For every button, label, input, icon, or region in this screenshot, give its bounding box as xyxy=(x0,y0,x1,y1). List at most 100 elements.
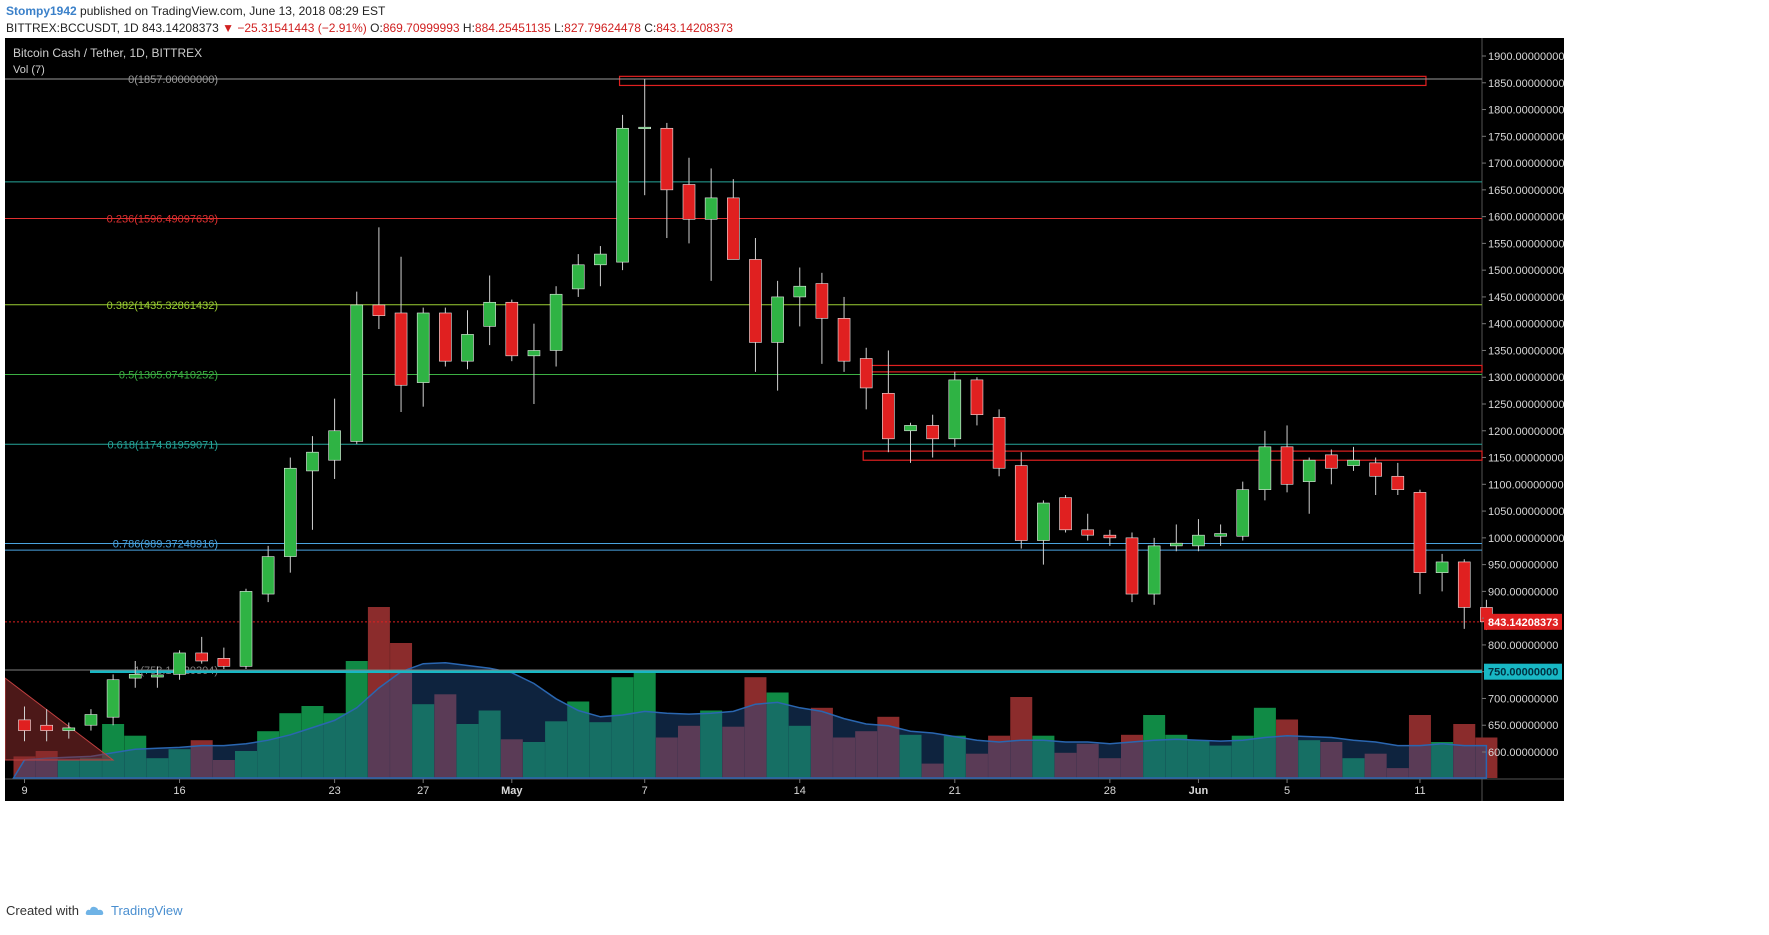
y-tick-label: 1500.00000000 xyxy=(1488,265,1564,277)
volume-bar xyxy=(611,677,634,778)
candle-body xyxy=(749,259,762,343)
volume-bar xyxy=(899,734,922,778)
fib-label: 0.5(1305.07410252) xyxy=(119,370,218,382)
high-label: H: xyxy=(462,21,475,35)
candle xyxy=(1037,500,1050,565)
y-tick-label: 1200.00000000 xyxy=(1488,426,1564,438)
candle-body xyxy=(1258,446,1272,490)
candle xyxy=(1236,481,1250,541)
candle xyxy=(483,275,496,346)
candle-body xyxy=(328,430,341,461)
price-chart[interactable]: 0(1857.00000000) 0.236(1596.49097639) 0.38… xyxy=(5,38,1764,894)
candle xyxy=(394,256,408,413)
last-price-marker xyxy=(1484,613,1562,630)
volume-bar xyxy=(235,751,257,778)
volume-bar xyxy=(1010,697,1033,778)
volume-bar xyxy=(1098,758,1121,778)
volume-bar xyxy=(1076,743,1099,778)
candle xyxy=(195,636,208,664)
volume-bar xyxy=(1320,742,1343,778)
volume-bar xyxy=(855,731,878,778)
candle xyxy=(1258,430,1272,501)
fib-label: 0.786(989.37248916) xyxy=(113,539,218,551)
candle xyxy=(306,436,319,530)
volume-bar xyxy=(589,722,612,778)
candle-body xyxy=(926,425,939,440)
volume-bar xyxy=(124,735,147,778)
triangle-shape xyxy=(5,677,115,761)
volume-bar xyxy=(412,704,435,778)
author-name[interactable]: Stompy1942 xyxy=(6,4,77,18)
y-tick-label: 1300.00000000 xyxy=(1488,372,1564,384)
candle xyxy=(217,647,231,670)
volume-bar xyxy=(190,740,213,778)
candle xyxy=(1457,559,1471,629)
candle xyxy=(1280,425,1294,493)
candle xyxy=(372,227,386,330)
candle-body xyxy=(217,658,231,667)
candle xyxy=(1125,532,1139,603)
volume-bar xyxy=(1298,740,1321,778)
candle xyxy=(350,291,364,445)
volume-bar xyxy=(1231,735,1254,778)
candle xyxy=(616,114,629,271)
volume-bar xyxy=(722,726,745,778)
resistance-zone xyxy=(862,450,1483,461)
y-tick-label: 1050.00000000 xyxy=(1488,506,1564,518)
volume-bar xyxy=(810,707,833,778)
volume-bar xyxy=(456,724,479,778)
candle xyxy=(239,588,253,670)
candle xyxy=(704,168,718,281)
last-value: 843.14208373 xyxy=(142,21,219,35)
candle-body xyxy=(859,358,873,389)
candle xyxy=(859,347,873,410)
candle-body xyxy=(18,719,31,731)
price-markers: 843.14208373 750.00000000 xyxy=(1484,613,1562,680)
candle xyxy=(549,286,563,367)
candle-body xyxy=(1147,545,1161,595)
x-tick-label: Jun xyxy=(1189,785,1209,797)
volume-layer xyxy=(13,607,1498,778)
volume-bar xyxy=(545,721,568,778)
y-tick-label: 1450.00000000 xyxy=(1488,292,1564,304)
candle-body xyxy=(726,197,740,260)
candle xyxy=(837,296,851,372)
y-tick-label: 1350.00000000 xyxy=(1488,345,1564,357)
candle-body xyxy=(1391,475,1405,490)
indicator-label[interactable]: Vol (7) xyxy=(13,64,45,76)
candle xyxy=(660,122,674,239)
y-tick-label: 1550.00000000 xyxy=(1488,238,1564,250)
volume-bar xyxy=(788,725,811,778)
candle-body xyxy=(306,451,319,472)
candle xyxy=(926,414,939,458)
volume-bar xyxy=(57,760,80,778)
candle-body xyxy=(1125,537,1139,595)
volume-bar xyxy=(168,749,191,778)
time-axis[interactable] xyxy=(5,779,1482,801)
volume-bar xyxy=(500,739,523,778)
candle xyxy=(1147,537,1161,605)
volume-bar xyxy=(678,725,700,778)
volume-bar xyxy=(1032,735,1055,778)
candle-body xyxy=(439,312,452,362)
candle-body xyxy=(1280,446,1294,485)
candle xyxy=(173,650,186,680)
volume-bar xyxy=(633,670,656,778)
candle xyxy=(682,157,696,244)
level-750-marker xyxy=(1484,663,1562,680)
candle-body xyxy=(992,417,1006,469)
candle xyxy=(1347,446,1360,471)
candle-body xyxy=(549,293,563,351)
y-tick-label: 1000.00000000 xyxy=(1488,533,1564,545)
volume-bar xyxy=(1209,745,1232,778)
tradingview-brand[interactable]: TradingView xyxy=(110,903,183,918)
price-axis[interactable] xyxy=(1482,38,1564,779)
candle-body xyxy=(1081,529,1094,536)
candle xyxy=(1192,519,1205,552)
low-value: 827.79624478 xyxy=(564,21,641,35)
volume-bar xyxy=(1121,734,1143,778)
y-tick-label: 600.00000000 xyxy=(1488,747,1558,759)
candle-body xyxy=(904,425,917,432)
candle-body xyxy=(1302,459,1316,482)
candle-body xyxy=(660,127,674,191)
